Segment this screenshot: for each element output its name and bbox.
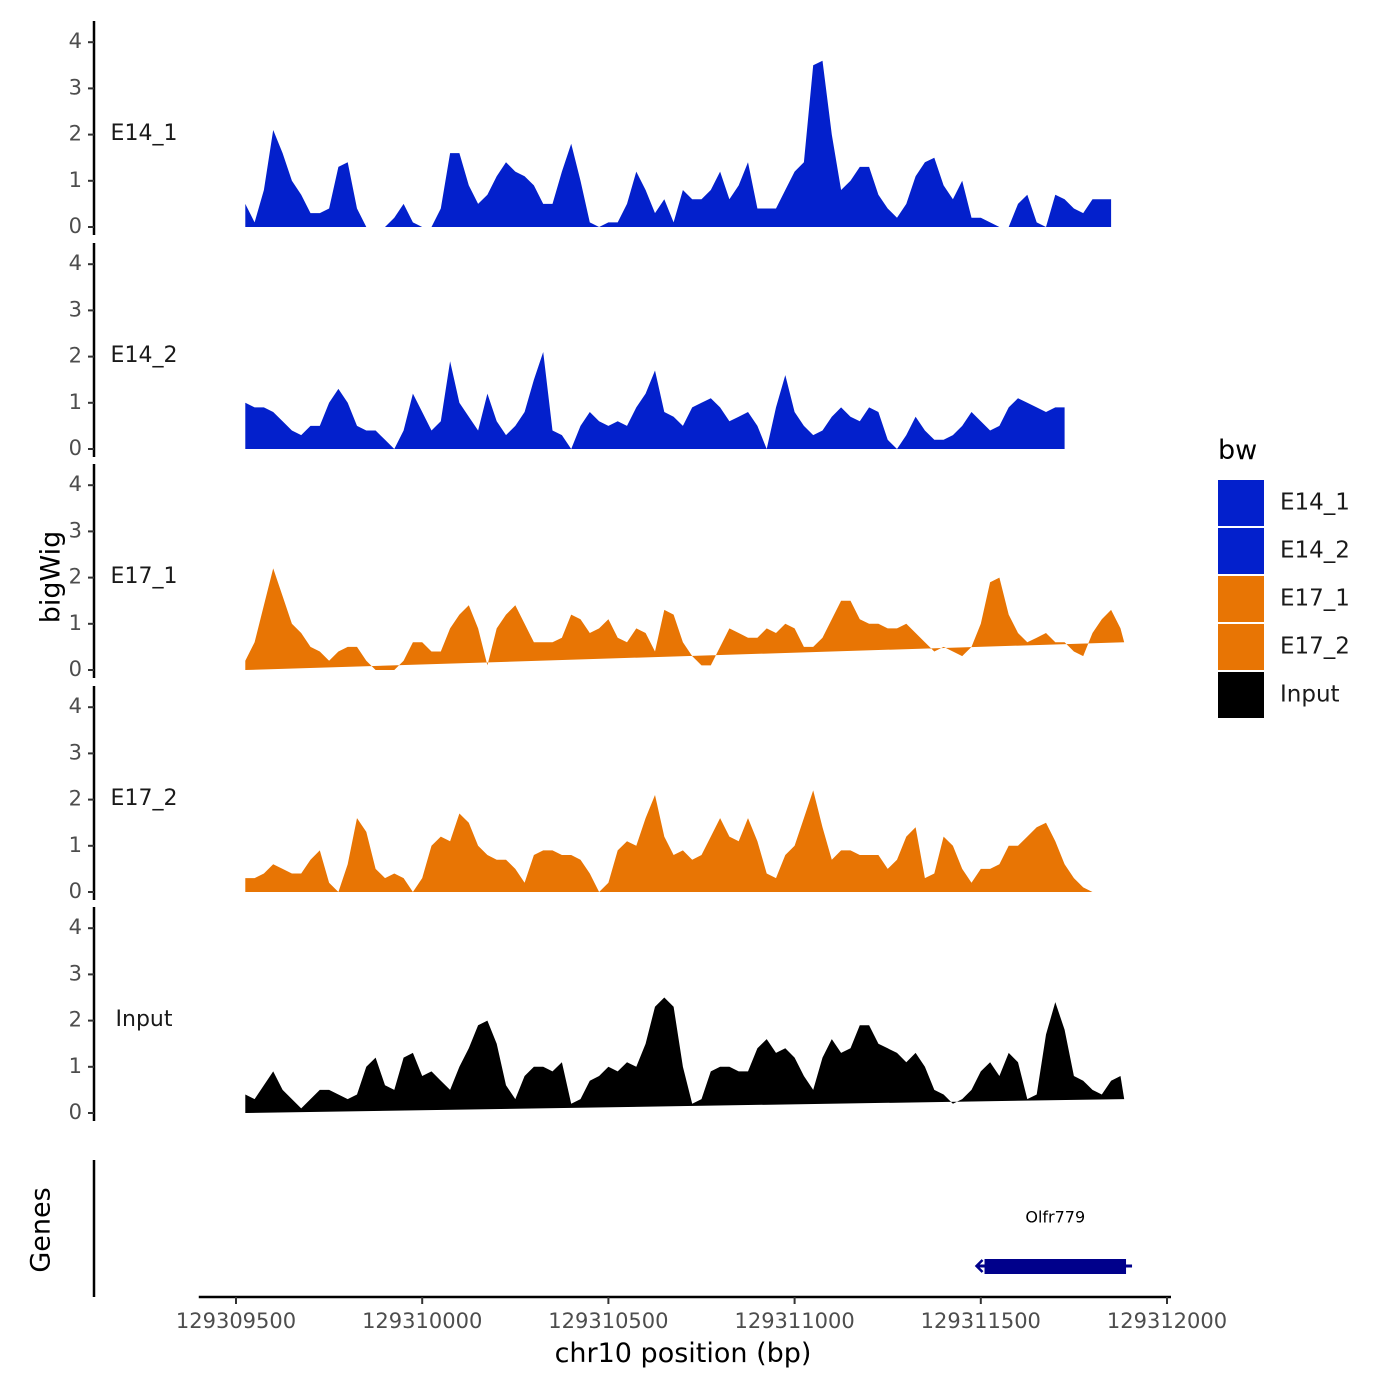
y-tick-label: 3 <box>69 297 82 321</box>
signal-tracks: 0 1 2 3 4 E14_1 0 1 2 3 4 E14_2 0 1 2 3 4 E17_1 0 1 2 3 4 E17_2… <box>69 20 1125 1124</box>
track-e14-1: 0 1 2 3 4 E14_1 <box>69 20 1112 238</box>
y-tick-label: 1 <box>69 833 82 857</box>
legend-label: E17_2 <box>1280 634 1350 660</box>
legend-entry: E17_1 <box>1218 576 1350 622</box>
y-tick-label: 2 <box>69 787 82 811</box>
y-tick-label: 4 <box>69 251 82 275</box>
legend-swatch <box>1218 624 1264 670</box>
legend-swatch <box>1218 576 1264 622</box>
x-tick-label: 129311500 <box>921 1309 1041 1333</box>
track-e14-2: 0 1 2 3 4 E14_2 <box>69 242 1065 460</box>
legend-swatch <box>1218 528 1264 574</box>
legend: bw E14_1 E14_2 E17_1 E17_2 Input <box>1218 435 1350 718</box>
y-tick-label: 0 <box>69 436 82 460</box>
gene-track: Olfr779 <box>92 1160 1133 1297</box>
y-tick-label: 0 <box>69 657 82 681</box>
y-tick-label: 0 <box>69 1100 82 1124</box>
signal-area-e14-1 <box>245 60 1112 228</box>
legend-entry: E17_2 <box>1218 624 1350 670</box>
genes-axis-title: Genes <box>26 1187 57 1272</box>
y-tick-label: 2 <box>69 344 82 368</box>
signal-area-input <box>245 997 1125 1113</box>
x-axis-title: chr10 position (bp) <box>555 1338 812 1369</box>
legend-entry: E14_1 <box>1218 480 1350 526</box>
track-label: Input <box>116 1007 173 1032</box>
track-e17-1: 0 1 2 3 4 E17_1 <box>69 463 1125 681</box>
y-tick-label: 3 <box>69 740 82 764</box>
legend-label: E14_2 <box>1280 538 1350 564</box>
legend-label: E17_1 <box>1280 586 1350 612</box>
legend-label: E14_1 <box>1280 490 1350 516</box>
y-tick-label: 3 <box>69 518 82 542</box>
y-axis-title: bigWig <box>36 531 67 624</box>
gene-olfr779: Olfr779 <box>974 1208 1133 1274</box>
x-tick-label: 129311000 <box>734 1309 854 1333</box>
y-tick-label: 4 <box>69 29 82 53</box>
y-tick-label: 1 <box>69 1054 82 1078</box>
x-tick-label: 129312000 <box>1107 1309 1227 1333</box>
track-label: E14_2 <box>111 343 178 368</box>
legend-swatch <box>1218 672 1264 718</box>
x-tick-label: 129309500 <box>176 1309 296 1333</box>
y-tick-label: 0 <box>69 214 82 238</box>
legend-label: Input <box>1280 682 1340 708</box>
y-tick-label: 0 <box>69 879 82 903</box>
signal-area-e17-1 <box>245 568 1125 670</box>
x-tick-label: 129310000 <box>362 1309 482 1333</box>
track-label: E14_1 <box>111 121 178 146</box>
strand-arrow-icon <box>974 1259 984 1273</box>
y-tick-label: 2 <box>69 1008 82 1032</box>
y-tick-label: 3 <box>69 961 82 985</box>
track-label: E17_1 <box>111 564 178 589</box>
legend-swatch <box>1218 480 1264 526</box>
y-tick-label: 1 <box>69 168 82 192</box>
y-tick-label: 1 <box>69 390 82 414</box>
x-tick-label: 129310500 <box>548 1309 668 1333</box>
y-tick-label: 2 <box>69 565 82 589</box>
track-e17-2: 0 1 2 3 4 E17_2 <box>69 685 1102 903</box>
x-axis: 129309500 129310000 129310500 129311000 1293… <box>176 1295 1227 1333</box>
y-tick-label: 4 <box>69 472 82 496</box>
gene-label: Olfr779 <box>1025 1208 1085 1227</box>
y-tick-label: 2 <box>69 122 82 146</box>
y-tick-label: 4 <box>69 915 82 939</box>
legend-title: bw <box>1218 435 1257 466</box>
y-tick-label: 1 <box>69 611 82 635</box>
legend-entry: Input <box>1218 672 1340 718</box>
y-tick-label: 3 <box>69 75 82 99</box>
signal-area-e17-2 <box>245 790 1102 892</box>
track-input: 0 1 2 3 4 Input <box>69 906 1125 1124</box>
track-label: E17_2 <box>111 786 178 811</box>
legend-entry: E14_2 <box>1218 528 1350 574</box>
y-tick-label: 4 <box>69 694 82 718</box>
signal-area-e14-2 <box>245 352 1065 449</box>
